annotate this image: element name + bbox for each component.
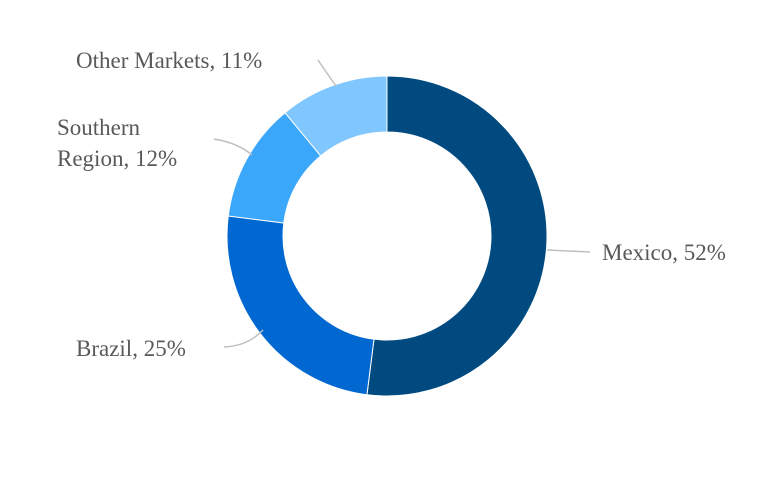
label-other-markets: Other Markets, 11% xyxy=(76,48,262,73)
leader-line-brazil xyxy=(223,329,264,348)
leader-lines-layer xyxy=(213,59,591,348)
label-southern-region-line1: Southern xyxy=(57,115,141,140)
label-mexico: Mexico, 52% xyxy=(602,240,726,265)
slice-mexico xyxy=(366,75,548,397)
leader-line-mexico xyxy=(546,249,591,253)
slices-layer xyxy=(226,75,548,397)
label-southern-region-line2: Region, 12% xyxy=(57,146,177,171)
leader-line-southern-region xyxy=(213,138,253,156)
leader-line-other-markets xyxy=(317,59,337,87)
label-brazil: Brazil, 25% xyxy=(76,336,186,361)
slice-other-markets xyxy=(284,75,388,157)
label-southern-region: Southern Region, 12% xyxy=(57,115,177,171)
slice-brazil xyxy=(226,215,375,396)
